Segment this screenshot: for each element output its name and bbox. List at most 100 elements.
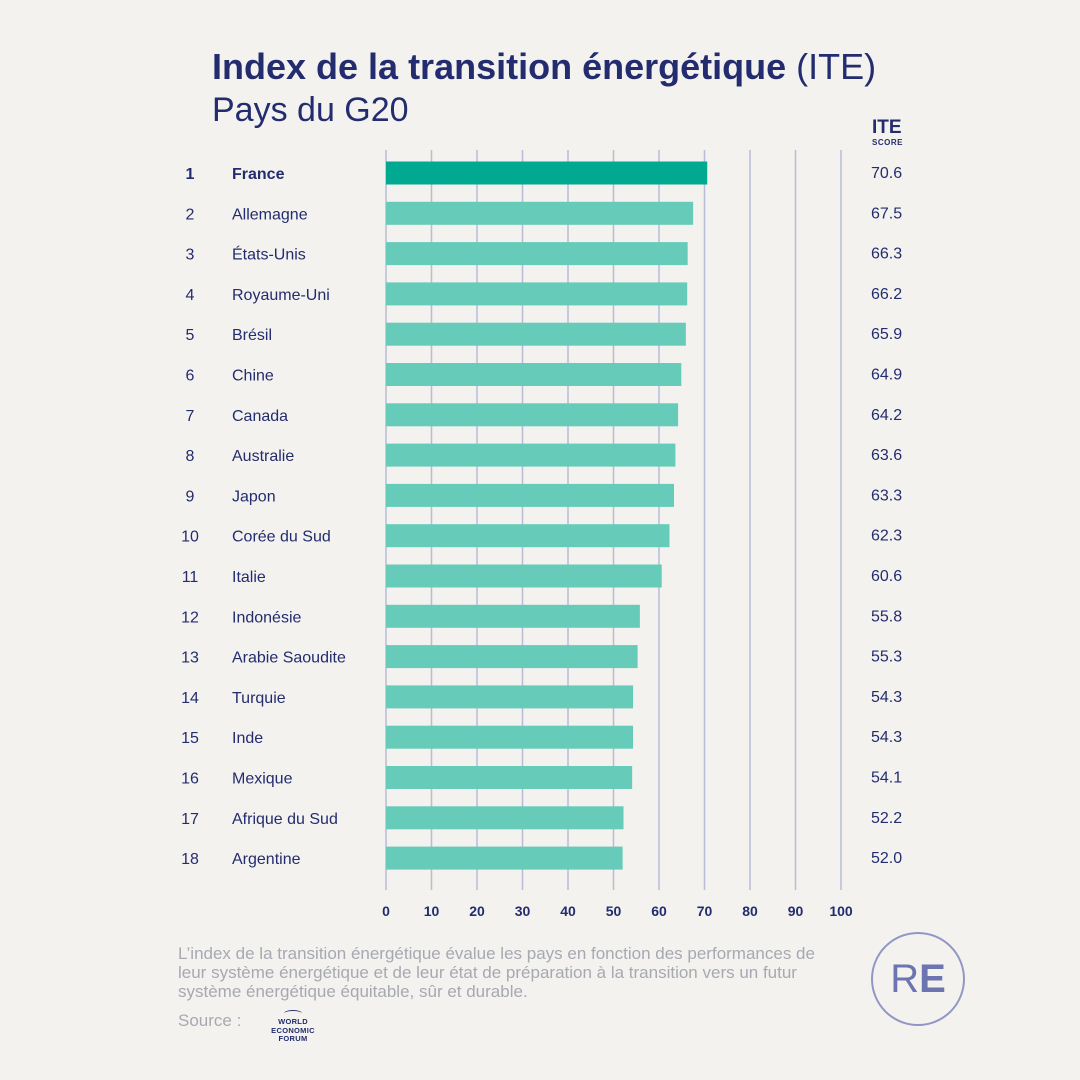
- score-column-sublabel: SCORE: [872, 138, 903, 147]
- wef-logo-line-2: ECONOMIC: [271, 1025, 315, 1035]
- rank-label-7: 7: [186, 408, 195, 425]
- country-label-8: Australie: [232, 448, 294, 465]
- rank-label-14: 14: [181, 690, 199, 707]
- country-label-12: Indonésie: [232, 609, 301, 626]
- x-tick-label-20: 20: [469, 903, 485, 919]
- x-tick-label-90: 90: [788, 903, 804, 919]
- rank-label-11: 11: [182, 569, 199, 586]
- bar-5: [386, 322, 686, 346]
- x-tick-label-80: 80: [742, 903, 758, 919]
- score-label-4: 66.2: [871, 286, 902, 303]
- score-label-7: 64.2: [871, 407, 902, 424]
- wef-logo-line-1: WORLD: [278, 1017, 308, 1026]
- bar-3: [386, 242, 688, 266]
- bar-2: [386, 201, 694, 225]
- country-label-5: Brésil: [232, 327, 272, 344]
- bar-9: [386, 483, 675, 507]
- rank-label-12: 12: [181, 609, 199, 626]
- bar-4: [386, 282, 688, 306]
- rank-label-17: 17: [181, 811, 199, 828]
- footnote: L’index de la transition énergétique éva…: [178, 944, 815, 1001]
- score-column-header: ITE SCORE: [872, 118, 903, 148]
- bar-7: [386, 403, 679, 427]
- country-label-14: Turquie: [232, 690, 286, 707]
- score-label-9: 63.3: [871, 487, 902, 504]
- country-label-3: États-Unis: [232, 245, 306, 264]
- chart-header: Index de la transition énergétique (ITE)…: [212, 46, 876, 130]
- country-label-2: Allemagne: [232, 206, 308, 223]
- bar-12: [386, 604, 640, 628]
- country-label-7: Canada: [232, 408, 288, 425]
- rank-label-10: 10: [181, 529, 199, 546]
- rank-label-9: 9: [186, 488, 195, 505]
- score-label-2: 67.5: [871, 205, 902, 222]
- score-label-3: 66.3: [871, 246, 902, 263]
- bar-1: [386, 161, 708, 185]
- country-label-11: Italie: [232, 569, 266, 586]
- bar-13: [386, 645, 638, 669]
- x-tick-label-60: 60: [651, 903, 667, 919]
- country-label-1: France: [232, 166, 285, 183]
- bar-6: [386, 363, 682, 386]
- wef-logo-line-3: FORUM: [278, 1034, 308, 1043]
- country-label-6: Chine: [232, 368, 274, 385]
- score-label-14: 54.3: [871, 689, 902, 706]
- bar-17: [386, 806, 624, 830]
- country-label-13: Arabie Saoudite: [232, 650, 346, 667]
- country-label-9: Japon: [232, 488, 276, 505]
- wef-logo-arc-icon: [284, 1010, 302, 1017]
- x-tick-label-70: 70: [697, 903, 713, 919]
- score-label-15: 54.3: [871, 729, 902, 746]
- x-tick-label-100: 100: [829, 903, 853, 919]
- rank-label-18: 18: [181, 851, 199, 868]
- bar-15: [386, 725, 634, 749]
- score-label-16: 54.1: [871, 770, 902, 787]
- wef-logo: WORLD ECONOMIC FORUM: [262, 1010, 324, 1044]
- rank-label-5: 5: [186, 327, 195, 344]
- score-column-label: ITE: [872, 117, 902, 138]
- x-tick-label-40: 40: [560, 903, 576, 919]
- score-label-10: 62.3: [871, 528, 902, 545]
- x-tick-label-0: 0: [382, 903, 390, 919]
- rank-label-1: 1: [186, 166, 195, 183]
- country-label-17: Afrique du Sud: [232, 811, 338, 828]
- chart-subtitle: Pays du G20: [212, 91, 409, 129]
- score-label-12: 55.8: [871, 608, 902, 625]
- score-label-1: 70.6: [871, 165, 902, 182]
- rank-label-6: 6: [186, 368, 195, 385]
- bar-8: [386, 443, 676, 467]
- rank-label-3: 3: [186, 247, 195, 264]
- rank-label-15: 15: [181, 730, 199, 747]
- bar-14: [386, 685, 634, 709]
- country-label-4: Royaume-Uni: [232, 287, 330, 304]
- score-label-5: 65.9: [871, 326, 902, 343]
- score-label-17: 52.2: [871, 810, 902, 827]
- bar-10: [386, 524, 670, 548]
- x-tick-label-10: 10: [424, 903, 440, 919]
- bar-16: [386, 766, 633, 789]
- bar-18: [386, 846, 623, 870]
- score-label-13: 55.3: [871, 649, 902, 666]
- score-label-6: 64.9: [871, 367, 902, 384]
- source-label: Source :: [178, 1011, 242, 1030]
- rank-label-16: 16: [181, 771, 199, 788]
- score-label-18: 52.0: [871, 850, 902, 867]
- rank-label-13: 13: [181, 650, 199, 667]
- chart-title: Index de la transition énergétique (ITE): [212, 46, 876, 88]
- x-tick-label-30: 30: [515, 903, 531, 919]
- country-label-16: Mexique: [232, 771, 293, 788]
- rank-label-8: 8: [186, 448, 195, 465]
- bar-chart: 1 France 70.6 2 Allemagne 67.5 3 États-Unis 66.3…: [181, 150, 902, 919]
- chart-title-suffix: (ITE): [796, 46, 877, 87]
- rank-label-4: 4: [186, 287, 195, 304]
- rank-label-2: 2: [186, 206, 195, 223]
- country-label-15: Inde: [232, 730, 263, 747]
- x-tick-label-50: 50: [606, 903, 622, 919]
- country-label-10: Corée du Sud: [232, 529, 331, 546]
- chart-title-bold: Index de la transition énergétique: [212, 46, 787, 87]
- re-logo-e: E: [919, 956, 946, 1001]
- country-label-18: Argentine: [232, 851, 301, 868]
- score-label-11: 60.6: [871, 568, 902, 585]
- score-label-8: 63.6: [871, 447, 902, 464]
